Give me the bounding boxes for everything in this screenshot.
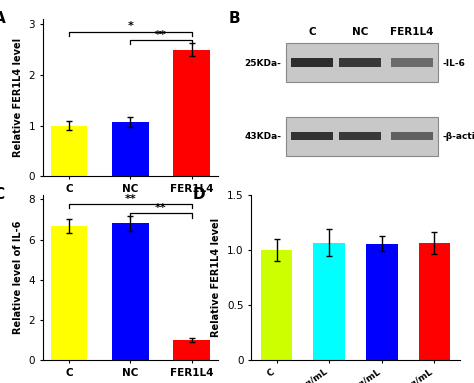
Y-axis label: Relative level of IL-6: Relative level of IL-6 <box>13 221 23 334</box>
Bar <box>112 122 149 176</box>
Text: B: B <box>229 11 241 26</box>
Text: C: C <box>0 187 5 202</box>
Bar <box>313 242 345 360</box>
Bar <box>51 226 87 360</box>
Text: -IL-6: -IL-6 <box>443 59 465 68</box>
Text: 43KDa-: 43KDa- <box>245 133 282 141</box>
Text: **: ** <box>155 29 167 39</box>
Text: -β-actin: -β-actin <box>443 133 474 141</box>
Text: C: C <box>308 27 316 37</box>
Text: **: ** <box>125 193 136 203</box>
Bar <box>112 223 149 360</box>
Bar <box>366 244 398 360</box>
Text: NC: NC <box>352 27 368 37</box>
Y-axis label: Relative FER1L4 level: Relative FER1L4 level <box>211 218 221 337</box>
FancyBboxPatch shape <box>392 58 433 67</box>
Bar <box>173 49 210 176</box>
Text: FER1L4: FER1L4 <box>391 27 434 37</box>
FancyBboxPatch shape <box>339 58 381 67</box>
Bar <box>261 250 292 360</box>
Text: 25KDa-: 25KDa- <box>245 59 282 68</box>
Text: A: A <box>0 11 5 26</box>
FancyBboxPatch shape <box>291 132 333 141</box>
FancyBboxPatch shape <box>392 132 433 141</box>
FancyBboxPatch shape <box>291 58 333 67</box>
FancyBboxPatch shape <box>339 132 381 141</box>
Y-axis label: Relative FER1L4 level: Relative FER1L4 level <box>13 38 23 157</box>
FancyBboxPatch shape <box>286 43 438 82</box>
Bar <box>419 242 450 360</box>
FancyBboxPatch shape <box>286 116 438 156</box>
Bar <box>173 340 210 360</box>
Bar <box>51 126 87 176</box>
Text: **: ** <box>155 203 167 213</box>
Text: *: * <box>128 21 133 31</box>
Text: D: D <box>193 187 205 202</box>
